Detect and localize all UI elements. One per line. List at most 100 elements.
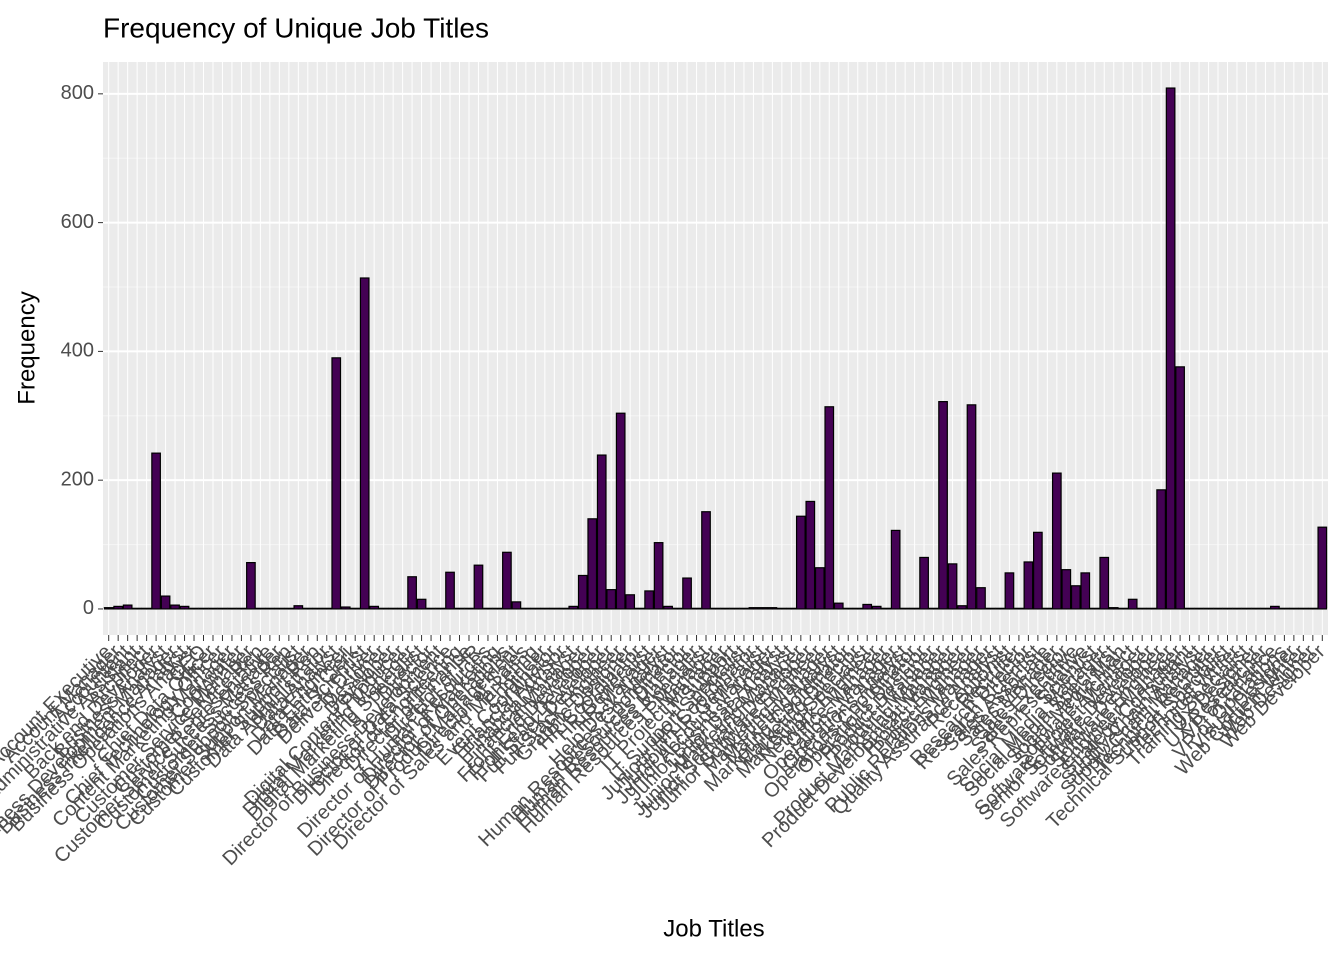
bar [957,605,967,610]
bar [416,598,427,610]
bar [900,607,910,610]
bar [1023,561,1034,610]
bar [1289,607,1299,610]
bar [587,518,598,610]
bar [729,607,740,610]
bar [293,605,304,610]
bar [1118,607,1129,610]
bar [103,607,114,610]
y-tick-label: 400 [61,340,94,362]
bar [132,607,142,610]
bar [502,551,512,610]
bar [1260,607,1271,610]
bar [947,563,958,610]
bar [919,556,929,610]
bar [283,607,294,610]
bar [1241,607,1252,610]
bar [473,564,484,610]
bar [1232,607,1242,610]
bar [369,605,380,610]
bar [454,607,465,610]
bar [701,511,711,610]
y-tick-label: 0 [83,597,94,619]
bar [246,561,256,610]
bar [1270,605,1280,610]
chart-title: Frequency of Unique Job Titles [103,12,489,43]
bar [1307,607,1318,610]
bar [625,594,636,610]
bar [644,590,654,610]
bar [966,404,977,610]
bar [634,607,645,610]
bar [786,607,797,610]
bar [1108,607,1119,610]
bar [1279,607,1290,610]
bar [217,607,228,610]
bar [1298,607,1309,610]
bar [577,574,588,610]
bar [1042,607,1053,610]
bar [511,601,522,610]
bar [682,577,692,610]
bar [795,515,806,610]
bar [1127,598,1138,610]
bar [720,607,730,610]
bar [909,607,920,610]
bar [521,607,531,610]
bar [549,607,560,610]
y-axis-label: Frequency [13,291,40,404]
bar [113,605,124,610]
bar [331,357,342,610]
bar [1175,366,1185,610]
bar [1213,607,1223,610]
bar [1165,87,1176,610]
bar [985,607,996,610]
bar [1184,607,1195,610]
bar [388,607,398,610]
bar [881,607,892,610]
bar [663,605,673,610]
bar [350,607,361,610]
bar [274,607,285,610]
bar [938,401,948,610]
bar [691,607,702,610]
bar [407,576,417,610]
bar [464,607,474,610]
bar [208,607,218,610]
bar [758,607,768,610]
bar [871,605,882,610]
bar [748,607,759,610]
bar [615,412,626,610]
bar [445,571,455,610]
bar [378,607,389,610]
bar [1089,607,1100,610]
bar [1099,556,1110,610]
bar [492,607,503,610]
bar [1251,607,1261,610]
bar [890,529,901,610]
bar [435,607,446,610]
bar [530,607,541,610]
bar [302,607,313,610]
bar [833,602,844,610]
bar [862,603,873,610]
bar [596,454,607,610]
bar [397,607,408,610]
bar [340,606,351,610]
bar [805,500,816,610]
bar [568,605,579,610]
bar [976,587,986,610]
y-tick-label: 200 [61,468,94,490]
bar [359,277,370,610]
bar [122,604,133,610]
x-axis-label: Job Titles [663,915,764,942]
bar [151,452,161,610]
bar [265,607,275,610]
bar [1146,607,1157,610]
bar [672,607,683,610]
bar [170,604,180,610]
bar [558,607,569,610]
bar [1070,585,1081,610]
bar [1137,607,1148,610]
